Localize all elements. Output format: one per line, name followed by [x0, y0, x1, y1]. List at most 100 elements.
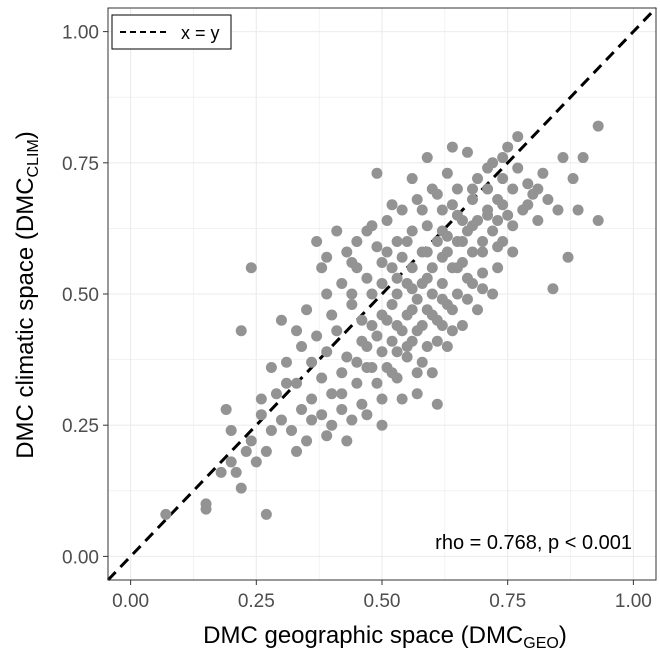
data-point — [542, 194, 554, 206]
data-point — [351, 377, 363, 389]
data-point — [260, 445, 272, 457]
data-point — [492, 215, 504, 227]
data-point — [311, 236, 323, 248]
data-point — [361, 340, 373, 352]
data-point — [280, 377, 292, 389]
data-point — [260, 508, 272, 520]
data-point — [441, 340, 453, 352]
y-tick-label: 0.75 — [62, 154, 99, 175]
data-point — [160, 508, 172, 520]
data-point — [507, 220, 519, 232]
points-layer — [160, 120, 604, 520]
data-point — [411, 325, 423, 337]
data-point — [265, 361, 277, 373]
legend: x = y — [111, 14, 232, 50]
data-point — [426, 288, 438, 300]
data-point — [532, 215, 544, 227]
data-point — [366, 220, 378, 232]
data-point — [416, 356, 428, 368]
data-point — [547, 283, 559, 295]
data-point — [507, 183, 519, 195]
data-point — [371, 330, 383, 342]
data-point — [451, 209, 463, 221]
data-point — [291, 377, 303, 389]
data-point — [431, 398, 443, 410]
data-point — [396, 393, 408, 405]
data-point — [351, 236, 363, 248]
y-axis-title: DMC climatic space (DMCCLIM) — [12, 131, 42, 459]
data-point — [316, 372, 328, 384]
data-point — [306, 356, 318, 368]
data-point — [275, 414, 287, 426]
data-point — [391, 346, 403, 358]
data-point — [280, 356, 292, 368]
data-point — [431, 335, 443, 347]
data-point — [376, 393, 388, 405]
data-point — [245, 435, 257, 447]
x-axis-title: DMC geographic space (DMCGEO) — [203, 622, 567, 652]
data-point — [356, 314, 368, 326]
data-point — [250, 456, 262, 468]
data-point — [371, 167, 383, 179]
data-point — [482, 162, 494, 174]
data-point — [306, 393, 318, 405]
data-point — [321, 251, 333, 263]
data-point — [456, 236, 468, 248]
data-point — [421, 272, 433, 284]
data-point — [411, 388, 423, 400]
x-tick-label: 0.50 — [364, 591, 401, 612]
data-point — [386, 335, 398, 347]
data-point — [512, 131, 524, 143]
data-point — [366, 288, 378, 300]
data-point — [225, 456, 237, 468]
data-point — [507, 246, 519, 258]
data-point — [502, 209, 514, 221]
data-point — [200, 498, 212, 510]
data-point — [351, 356, 363, 368]
data-point — [441, 167, 453, 179]
data-point — [406, 173, 418, 185]
data-point — [431, 236, 443, 248]
legend-label: x = y — [181, 23, 220, 43]
data-point — [396, 251, 408, 263]
data-point — [361, 409, 373, 421]
data-point — [361, 272, 373, 284]
data-point — [386, 199, 398, 211]
data-point — [401, 351, 413, 363]
data-point — [230, 466, 242, 478]
data-point — [421, 152, 433, 164]
data-point — [406, 225, 418, 237]
data-point — [275, 314, 287, 326]
data-point — [381, 215, 393, 227]
x-tick-label: 0.25 — [238, 591, 275, 612]
data-point — [482, 183, 494, 195]
data-point — [451, 183, 463, 195]
data-point — [487, 288, 499, 300]
data-point — [512, 162, 524, 174]
data-point — [391, 288, 403, 300]
data-point — [552, 204, 564, 216]
data-point — [436, 204, 448, 216]
data-point — [255, 393, 267, 405]
x-tick-label: 0.75 — [489, 591, 526, 612]
correlation-annotation: rho = 0.768, p < 0.001 — [435, 532, 632, 554]
data-point — [301, 435, 313, 447]
data-point — [376, 419, 388, 431]
data-point — [436, 293, 448, 305]
data-point — [557, 152, 569, 164]
data-point — [270, 388, 282, 400]
y-axis-ticks: 0.00 0.25 0.50 0.75 1.00 — [62, 23, 108, 568]
data-point — [291, 325, 303, 337]
data-point — [326, 388, 338, 400]
data-point — [291, 445, 303, 457]
data-point — [381, 246, 393, 258]
data-point — [331, 225, 343, 237]
data-point — [446, 325, 458, 337]
data-point — [466, 183, 478, 195]
data-point — [386, 262, 398, 274]
data-point — [220, 403, 232, 415]
data-point — [436, 319, 448, 331]
data-point — [341, 435, 353, 447]
data-point — [567, 173, 579, 185]
reference-line-layer — [106, 6, 658, 582]
